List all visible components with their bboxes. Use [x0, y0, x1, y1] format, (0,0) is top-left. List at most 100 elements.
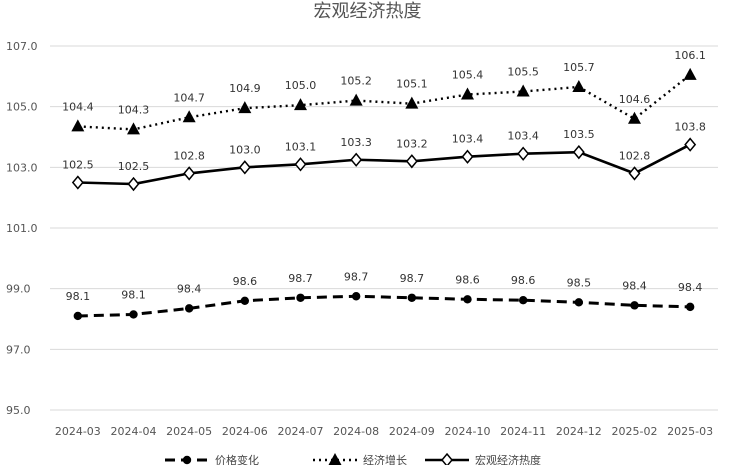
data-point: [684, 137, 697, 152]
data-point: [407, 293, 417, 302]
data-point: [182, 455, 192, 465]
data-label: 103.1: [285, 140, 317, 153]
series-line: [77, 294, 691, 318]
data-point: [630, 301, 639, 310]
data-label: 98.6: [233, 275, 258, 288]
x-tick-label: 2024-10: [445, 425, 491, 438]
legend-label: 价格变化: [215, 453, 259, 465]
y-tick-label: 95.0: [6, 404, 31, 417]
data-label: 103.8: [674, 121, 706, 134]
data-point: [683, 67, 697, 80]
x-tick-label: 2024-12: [556, 425, 602, 438]
data-label: 104.7: [173, 91, 205, 104]
data-point: [518, 295, 528, 305]
data-label: 98.4: [678, 281, 703, 294]
data-label: 105.0: [285, 79, 317, 92]
data-point: [574, 298, 584, 307]
y-tick-label: 105.0: [6, 101, 38, 114]
x-tick-label: 2024-07: [278, 425, 324, 438]
data-label: 104.9: [229, 82, 261, 95]
data-point: [73, 311, 83, 321]
data-point: [349, 93, 363, 106]
x-tick-label: 2024-11: [500, 425, 546, 438]
x-tick-label: 2025-03: [667, 425, 713, 438]
data-point: [71, 175, 84, 190]
data-point: [351, 292, 361, 301]
data-label: 98.1: [66, 290, 91, 303]
data-point: [184, 304, 194, 313]
y-tick-label: 103.0: [6, 161, 38, 174]
data-point: [685, 302, 695, 312]
data-point: [183, 166, 196, 181]
data-label: 98.6: [511, 274, 536, 287]
data-point: [296, 293, 305, 302]
data-point: [461, 87, 474, 100]
y-tick-label: 99.0: [6, 283, 31, 296]
chart-title: 宏观经济热度: [313, 1, 422, 22]
data-point: [463, 295, 472, 304]
data-label: 98.7: [344, 270, 369, 283]
data-label: 98.5: [567, 276, 592, 289]
x-tick-label: 2024-08: [333, 425, 379, 438]
data-label: 103.4: [507, 130, 539, 143]
data-point: [405, 96, 419, 109]
y-tick-label: 97.0: [6, 343, 31, 356]
data-label: 102.5: [118, 160, 150, 173]
data-label: 98.6: [455, 273, 480, 286]
data-point: [127, 176, 140, 192]
series-layer: [71, 67, 697, 321]
data-label: 98.1: [121, 288, 146, 301]
data-point: [294, 157, 307, 172]
data-label: 98.7: [400, 272, 425, 285]
x-tick-label: 2024-06: [222, 425, 268, 438]
data-point: [516, 84, 530, 97]
data-labels: 98.1 98.1 98.4 98.6 98.7 98.7 98.7 98.6 98.6 98.5…: [62, 49, 706, 303]
data-point: [517, 146, 530, 161]
data-point: [628, 166, 641, 181]
data-point: [461, 149, 474, 164]
legend-label: 经济增长: [363, 453, 407, 465]
series-line: [77, 73, 691, 131]
x-tick-label: 2024-04: [111, 425, 157, 438]
legend-label: 宏观经济热度: [475, 453, 541, 465]
data-label: 106.1: [674, 49, 706, 62]
legend: 价格变化 经济增长 宏观经济热度: [165, 452, 541, 465]
data-point: [350, 152, 363, 167]
series-line: [77, 143, 691, 186]
data-label: 102.8: [619, 149, 651, 162]
data-point: [405, 154, 418, 169]
data-label: 102.5: [62, 159, 94, 172]
data-point: [441, 452, 453, 465]
x-tick-label: 2024-03: [55, 425, 101, 438]
data-label: 103.4: [452, 133, 484, 146]
x-tick-label: 2024-05: [166, 425, 212, 438]
data-point: [572, 144, 585, 160]
data-label: 105.1: [396, 78, 428, 91]
data-point: [238, 101, 252, 114]
data-point: [127, 122, 140, 135]
data-label: 103.5: [563, 128, 595, 141]
gridlines: [50, 45, 718, 411]
y-axis: 95.0 97.0 99.0 101.0 103.0 105.0 107.0: [6, 40, 38, 417]
data-point: [294, 98, 307, 111]
data-point: [572, 79, 586, 92]
data-label: 98.4: [177, 282, 202, 295]
data-label: 103.0: [229, 143, 261, 156]
data-label: 98.7: [288, 272, 313, 285]
data-label: 105.4: [452, 69, 484, 82]
y-tick-label: 107.0: [6, 40, 38, 53]
y-tick-label: 101.0: [6, 222, 38, 235]
data-label: 103.2: [396, 137, 428, 150]
x-tick-label: 2025-02: [612, 425, 658, 438]
data-label: 102.8: [173, 149, 205, 162]
data-point: [328, 453, 342, 465]
data-point: [238, 160, 251, 175]
data-label: 98.4: [622, 279, 647, 292]
data-label: 105.2: [340, 75, 372, 88]
data-point: [129, 310, 138, 319]
data-label: 104.4: [62, 100, 94, 113]
data-point: [240, 296, 250, 305]
x-axis: 2024-03 2024-04 2024-05 2024-06 2024-07 2024-…: [55, 425, 713, 438]
data-label: 103.3: [340, 136, 372, 149]
